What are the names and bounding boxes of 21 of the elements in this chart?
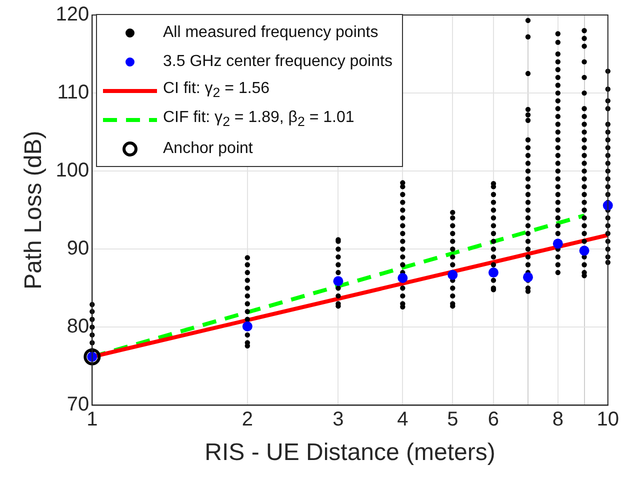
y-tick-label: 100: [56, 160, 90, 182]
y-axis-title: Path Loss (dB): [20, 130, 48, 290]
x-tick-label: 10: [596, 408, 619, 431]
x-tick-label: 1: [86, 408, 98, 431]
legend-label: CI fit: γ$_{2}$ = 1.56: [163, 80, 270, 101]
x-tick-label: 5: [447, 408, 458, 431]
x-tick-label: 3: [332, 408, 344, 431]
x-axis-title: RIS - UE Distance (meters): [204, 439, 496, 466]
y-tick-label: 110: [57, 82, 90, 104]
x-tick-label: 2: [242, 408, 253, 431]
y-tick-label: 80: [66, 316, 90, 338]
y-tick-label: 70: [66, 394, 90, 416]
x-tick-label: 8: [552, 408, 564, 431]
x-tick-label: 4: [397, 408, 408, 431]
y-tick-label: 90: [66, 238, 90, 260]
legend-label: 3.5 GHz center frequency points: [163, 52, 392, 70]
legend-label: All measured frequency points: [163, 24, 378, 42]
legend-label: Anchor point: [163, 140, 253, 158]
y-tick-label: 120: [56, 4, 90, 26]
x-tick-label: 6: [488, 408, 500, 431]
legend-label: CIF fit: γ$_{2}$ = 1.89, β$_{2}$ = 1.01: [163, 109, 354, 130]
